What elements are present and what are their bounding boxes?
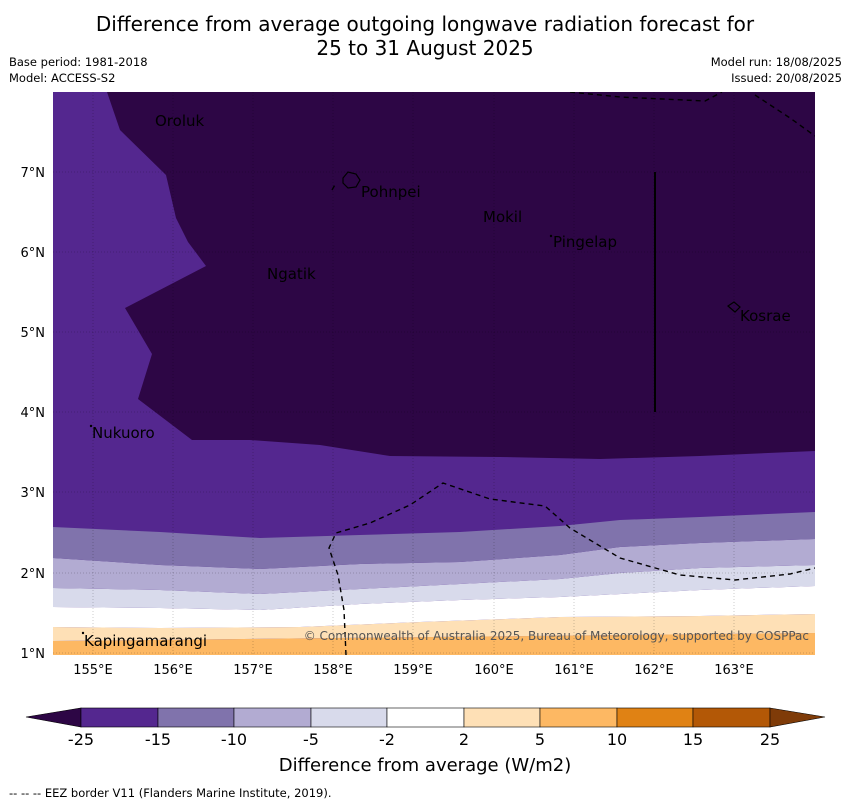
nukuoro-island (89, 424, 93, 428)
band-lightest-purple (53, 565, 815, 610)
colorbar-label: 15 (683, 730, 703, 749)
y-tick-label: 6°N (21, 246, 46, 261)
colorbar-swatch (386, 707, 465, 728)
band-orange (53, 633, 815, 655)
x-axis-ticks: 155°E 156°E 157°E 158°E 159°E 160°E 161°… (73, 663, 754, 678)
colorbar-label: -15 (145, 730, 171, 749)
y-tick-label: 5°N (21, 326, 46, 341)
band-peach (53, 614, 815, 641)
place-label-pingelap: Pingelap (553, 233, 617, 251)
colorbar-label: 5 (535, 730, 545, 749)
colorbar-title: Difference from average (W/m2) (278, 755, 572, 776)
colorbar-label: 10 (607, 730, 627, 749)
issued-date: Issued: 20/08/2025 (731, 71, 842, 85)
colorbar-swatch (692, 707, 771, 728)
colorbar-swatch (616, 707, 694, 728)
title-line-1: Difference from average outgoing longwav… (95, 12, 755, 36)
band-mid-purple (53, 512, 815, 569)
meta-right: Model run: 18/08/2025 Issued: 20/08/2025 (711, 54, 842, 86)
x-tick-label: 158°E (313, 663, 353, 678)
colorbar-swatch (539, 707, 618, 728)
colorbar-swatch (157, 707, 235, 728)
pohnpei-island (342, 171, 361, 189)
x-tick-label: 155°E (73, 663, 113, 678)
colorbar-label: -10 (221, 730, 247, 749)
colorbar-swatch (80, 707, 159, 728)
colorbar-label: -5 (303, 730, 319, 749)
colorbar: -25 -15 -10 -5 -2 2 5 10 15 25 (25, 707, 826, 749)
x-tick-label: 156°E (153, 663, 193, 678)
colorbar-swatch (463, 707, 541, 728)
colorbar-swatch (310, 707, 388, 728)
footer-note: -- -- -- EEZ border V11 (Flanders Marine… (9, 786, 332, 800)
copyright-notice: © Commonwealth of Australia 2025, Bureau… (304, 629, 809, 643)
colorbar-label: 2 (459, 730, 469, 749)
band-white (53, 586, 815, 628)
base-period: Base period: 1981-2018 (9, 55, 148, 69)
place-label-mokil: Mokil (483, 208, 522, 226)
y-tick-label: 1°N (21, 647, 46, 662)
map-plot-area: Oroluk Pohnpei Mokil Pingelap Ngatik Kos… (53, 92, 815, 655)
y-tick-label: 7°N (21, 166, 46, 181)
place-label-oroluk: Oroluk (155, 112, 204, 130)
map-title: Difference from average outgoing longwav… (0, 12, 850, 60)
x-tick-label: 161°E (554, 663, 594, 678)
colorbar-swatch (233, 707, 312, 728)
colorbar-extend-low (25, 707, 82, 728)
x-tick-label: 162°E (634, 663, 674, 678)
model-name: Model: ACCESS-S2 (9, 71, 116, 85)
y-tick-label: 2°N (21, 567, 46, 582)
place-label-nukuoro: Nukuoro (92, 424, 155, 442)
place-label-pohnpei: Pohnpei (361, 183, 421, 201)
model-run: Model run: 18/08/2025 (710, 55, 842, 69)
pingelap-island (549, 234, 553, 238)
x-tick-label: 159°E (393, 663, 433, 678)
place-label-kosrae: Kosrae (740, 307, 791, 325)
eez-border-lines (328, 92, 815, 655)
y-tick-label: 4°N (21, 406, 46, 421)
x-tick-label: 160°E (474, 663, 514, 678)
y-axis-ticks: 7°N 6°N 5°N 4°N 3°N 2°N 1°N (21, 166, 46, 662)
band-light-purple (53, 539, 815, 594)
band-darkest (107, 92, 815, 459)
colorbar-label: -25 (68, 730, 94, 749)
y-tick-label: 3°N (21, 486, 46, 501)
kosrae-island (727, 301, 741, 313)
meta-left: Base period: 1981-2018 Model: ACCESS-S2 (9, 54, 148, 86)
colorbar-extend-high (769, 707, 826, 728)
place-label-ngatik: Ngatik (267, 265, 316, 283)
kapinga-island (81, 631, 85, 635)
colorbar-label: 25 (760, 730, 780, 749)
x-tick-label: 163°E (714, 663, 754, 678)
title-line-2: 25 to 31 August 2025 (316, 36, 534, 60)
place-label-kapingamarangi: Kapingamarangi (84, 632, 207, 650)
colorbar-label: -2 (379, 730, 395, 749)
x-tick-label: 157°E (233, 663, 273, 678)
